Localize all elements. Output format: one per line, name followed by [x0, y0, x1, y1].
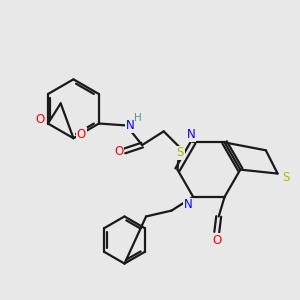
- Text: N: N: [184, 198, 193, 211]
- Text: O: O: [114, 146, 123, 158]
- Text: N: N: [126, 119, 135, 132]
- Text: O: O: [212, 233, 221, 247]
- Text: N: N: [187, 128, 196, 141]
- Text: O: O: [77, 128, 86, 141]
- Text: H: H: [134, 112, 142, 123]
- Text: S: S: [282, 171, 289, 184]
- Text: O: O: [35, 113, 45, 126]
- Text: S: S: [177, 146, 184, 159]
